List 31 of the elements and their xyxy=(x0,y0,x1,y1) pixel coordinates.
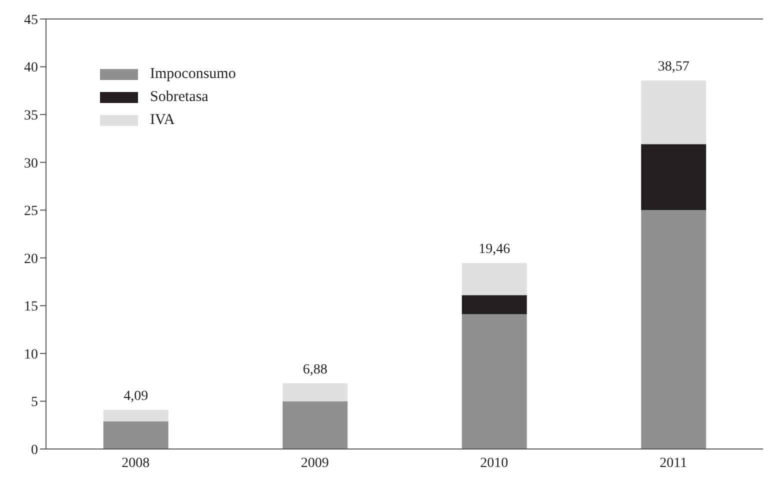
total-label: 38,57 xyxy=(658,59,690,74)
total-label: 6,88 xyxy=(302,362,328,378)
x-tick-label: 2011 xyxy=(660,456,688,471)
bar xyxy=(103,410,168,422)
bar xyxy=(462,314,527,449)
bar xyxy=(282,383,348,402)
y-tick-label: 10 xyxy=(24,347,38,362)
total-label: 19,46 xyxy=(478,242,510,258)
y-tick-label: 5 xyxy=(31,395,38,410)
y-tick-label: 15 xyxy=(24,300,38,315)
legend-label: Sobretasa xyxy=(150,89,208,106)
bar xyxy=(462,263,527,296)
x-tick-label: 2009 xyxy=(300,456,329,471)
bar xyxy=(641,210,706,449)
total-label: 4,09 xyxy=(124,388,148,404)
y-tick-label: 35 xyxy=(24,108,38,124)
y-tick-label: 25 xyxy=(24,204,38,220)
y-tick-label: 30 xyxy=(24,156,38,172)
legend-label: IVA xyxy=(150,112,175,129)
x-tick-label: 2010 xyxy=(480,456,508,471)
x-tick-label: 2008 xyxy=(122,456,150,471)
legend-label: Impoconsumo xyxy=(150,66,236,83)
y-tick-label: 20 xyxy=(24,252,38,267)
y-tick-label: 45 xyxy=(24,12,38,28)
y-tick-label: 40 xyxy=(24,60,38,76)
bar xyxy=(641,80,706,144)
y-tick-label: 0 xyxy=(31,442,38,458)
bar xyxy=(282,401,348,449)
bar xyxy=(103,421,168,449)
bar xyxy=(462,295,527,314)
bar xyxy=(641,144,706,210)
